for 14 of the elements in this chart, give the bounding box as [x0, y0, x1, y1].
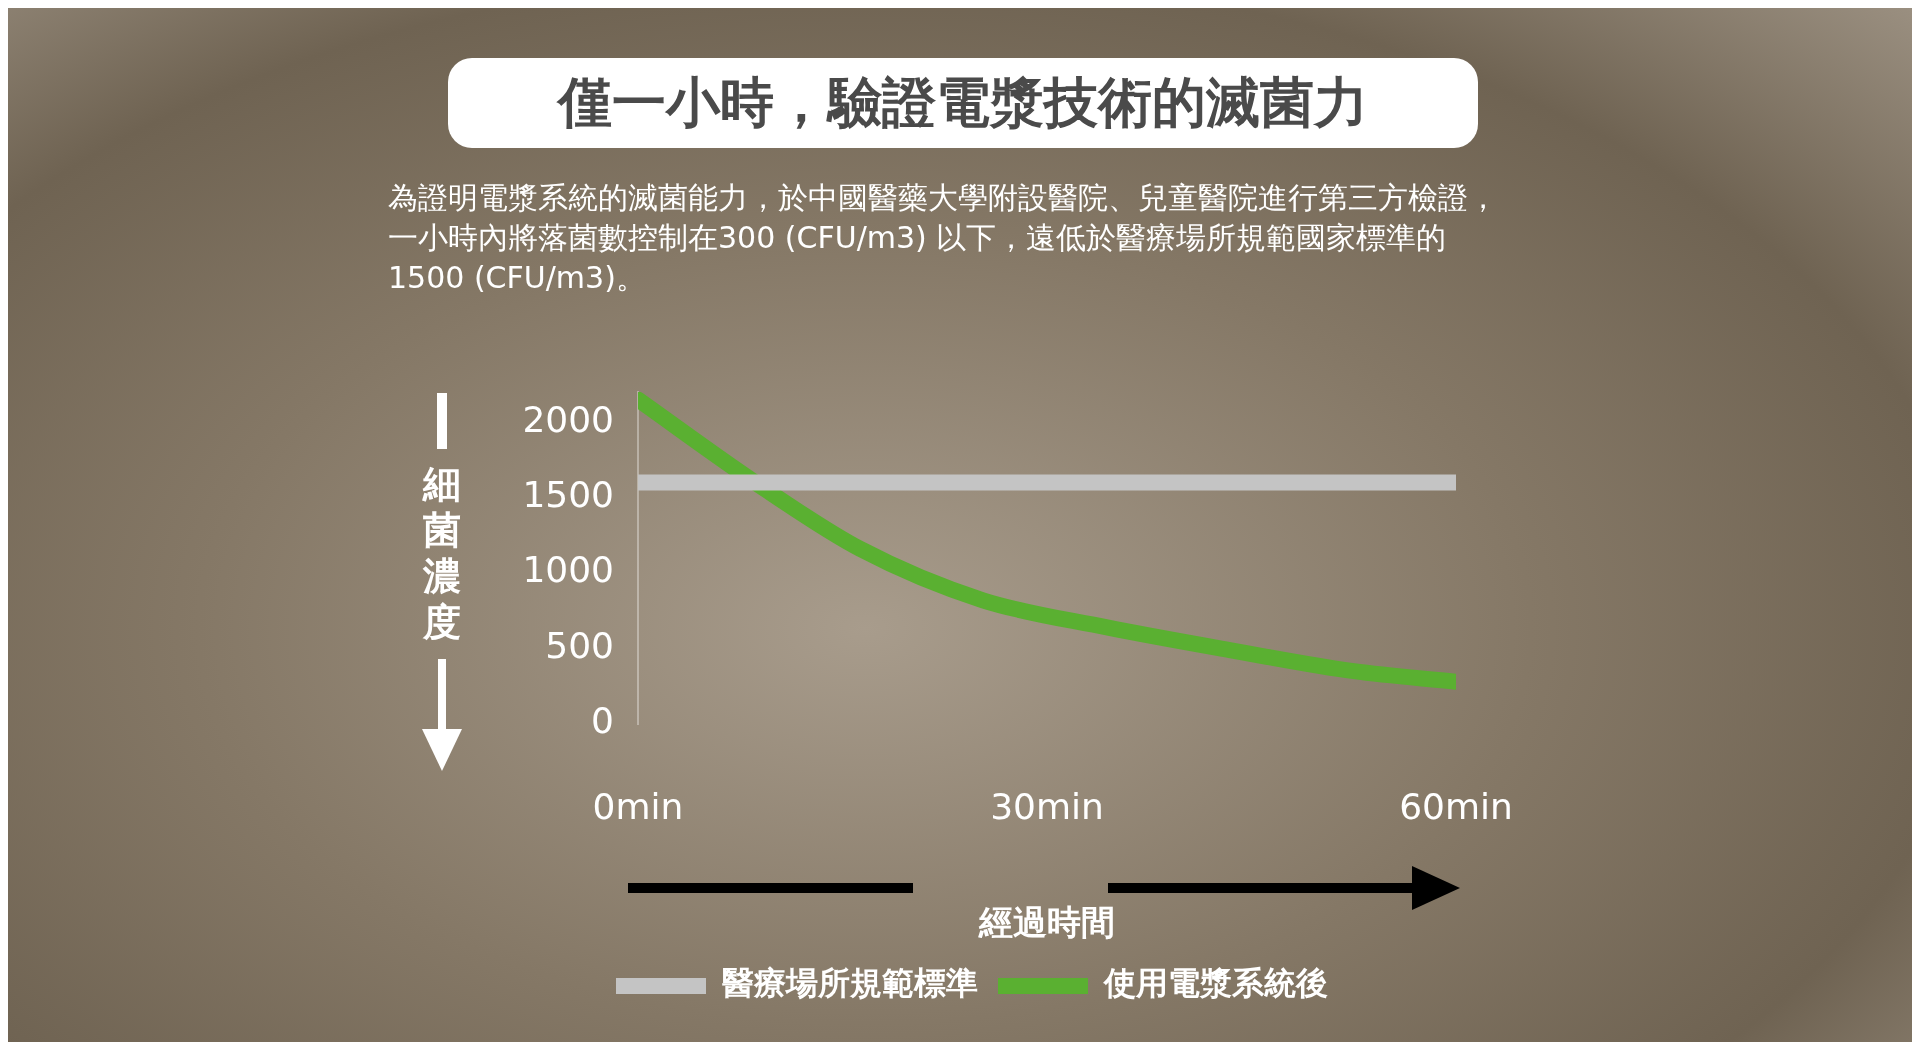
x-tick-label: 30min — [990, 785, 1104, 827]
y-tick-label: 1500 — [522, 474, 614, 515]
y-tick-label: 0 — [591, 700, 614, 742]
chart-title: 僅一小時，驗證電漿技術的滅菌力 — [448, 58, 1478, 148]
x-tick-label: 0min — [592, 785, 684, 827]
y-axis-title: 細菌濃度 — [421, 461, 462, 645]
chart-subtitle: 為證明電漿系統的滅菌能力，於中國醫藥大學附設醫院、兒童醫院進行第三方檢證，一小時內將落菌數控制在300 (CFU/m3) 以下，遠低於醫療場所規範國家標準的1500 (CFU/m3)。 — [388, 179, 1499, 297]
y-tick-label: 500 — [545, 624, 614, 666]
x-tick-label: 60min — [1399, 785, 1513, 827]
x-axis-title: 經過時間 — [978, 902, 1115, 943]
legend-label: 使用電漿系統後 — [1103, 964, 1328, 1003]
y-tick-label: 2000 — [522, 398, 614, 440]
y-tick-label: 1000 — [522, 549, 614, 591]
legend-label: 醫療場所規範標準 — [722, 964, 978, 1003]
